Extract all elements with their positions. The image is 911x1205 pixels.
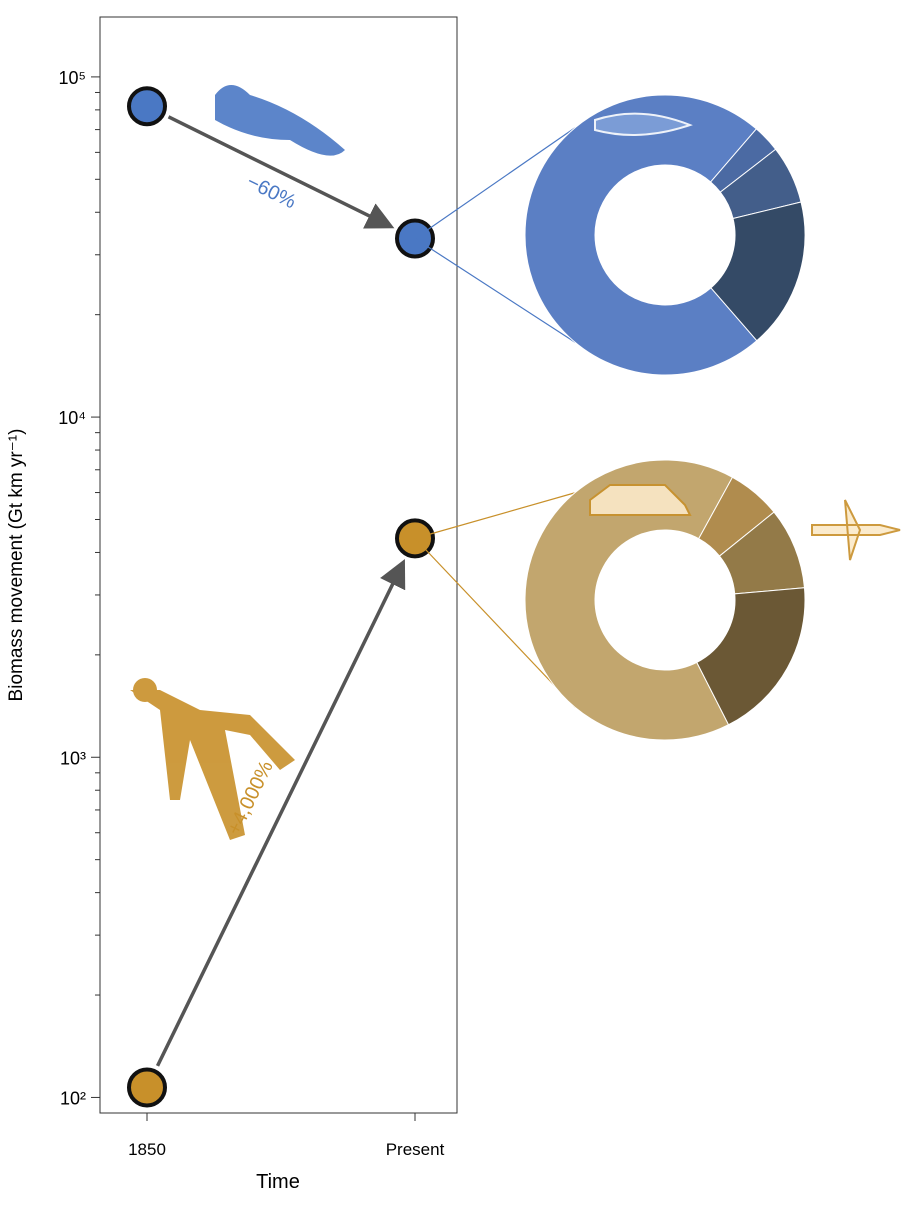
zoom-connector <box>414 492 576 539</box>
data-point <box>127 1067 167 1108</box>
y-tick-label: 10² <box>60 1088 86 1108</box>
donut-segment <box>524 459 734 741</box>
icons <box>130 85 901 840</box>
y-axis-label: Biomass movement (Gt km yr⁻¹) <box>6 429 27 702</box>
x-tick-label: 1850 <box>128 1140 166 1159</box>
x-axis-label: Time <box>256 1171 300 1193</box>
y-tick-label: 10⁴ <box>58 408 86 428</box>
y-tick-label: 10³ <box>60 748 86 768</box>
trend-arrow <box>155 559 406 1067</box>
fish-icon-2 <box>594 112 693 136</box>
trend-arrow <box>167 115 395 229</box>
plane-icon <box>811 499 901 561</box>
x-tick-label: Present <box>386 1140 445 1159</box>
plot-frame <box>99 16 458 1114</box>
y-tick-label: 10⁵ <box>59 68 86 88</box>
donut-segment <box>696 587 806 726</box>
zoom-connector <box>414 237 576 343</box>
human-icon <box>130 690 295 840</box>
data-point <box>127 86 167 127</box>
donut-segment <box>524 94 758 376</box>
zoom-connector <box>414 537 576 708</box>
zoom-connector <box>414 127 576 239</box>
car-icon <box>589 484 692 516</box>
human-head <box>133 678 157 702</box>
fish-icon <box>215 85 345 156</box>
donut-segment <box>710 201 806 342</box>
